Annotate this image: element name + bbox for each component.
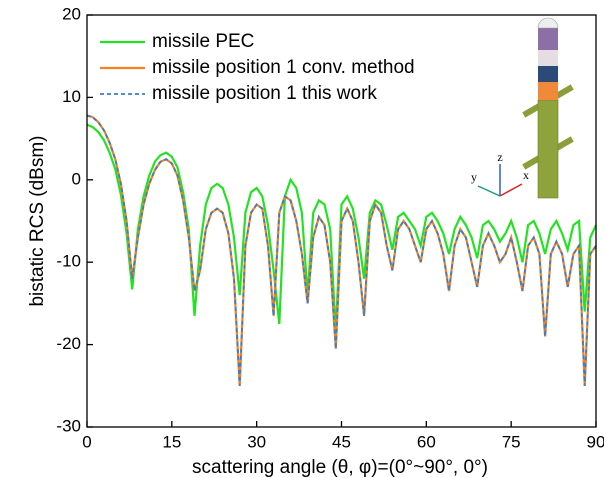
x-tick-label: 60	[417, 432, 436, 451]
nose	[537, 17, 559, 29]
inset-axis-label: x	[523, 168, 529, 182]
missile-inset	[477, 17, 574, 199]
x-tick-label: 90	[587, 432, 604, 451]
axis-arrow	[499, 183, 523, 197]
band	[538, 66, 558, 82]
band	[538, 50, 558, 66]
inset-axis-label: z	[497, 150, 502, 164]
legend-label: missile position 1 conv. method	[152, 57, 415, 78]
x-tick-label: 30	[247, 432, 266, 451]
x-tick-label: 45	[332, 432, 351, 451]
y-tick-label: 0	[72, 169, 81, 188]
y-tick-label: 10	[62, 87, 81, 106]
x-tick-label: 0	[82, 432, 91, 451]
plot-area	[86, 114, 597, 386]
y-tick-label: 20	[62, 4, 81, 23]
data-line	[86, 123, 597, 333]
body	[537, 99, 559, 199]
y-tick-label: -30	[56, 416, 81, 435]
legend-label: missile PEC	[152, 31, 254, 52]
band	[538, 28, 558, 50]
y-axis-label: bistatic RCS (dBsm)	[27, 135, 48, 306]
x-tick-label: 75	[502, 432, 521, 451]
axis-arrow	[477, 185, 501, 197]
y-tick-label: -10	[56, 252, 81, 271]
y-tick-label: -20	[56, 334, 81, 353]
band	[538, 82, 558, 100]
inset-axis-label: y	[471, 170, 477, 184]
data-line	[86, 114, 597, 386]
x-axis-label: scattering angle (θ, φ)=(0°~90°, 0°)	[192, 457, 488, 478]
legend-label: missile position 1 this work	[152, 83, 377, 104]
x-tick-label: 15	[162, 432, 181, 451]
